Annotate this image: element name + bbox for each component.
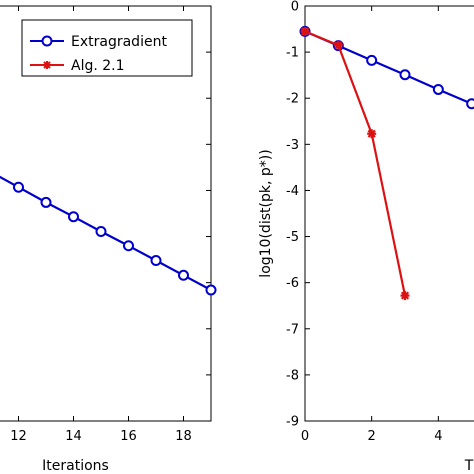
legend: Extragradient Alg. 2.1 (21, 19, 193, 77)
x-tick-label: 18 (175, 429, 192, 444)
right-x-axis-label: T (464, 458, 474, 474)
x-tick-label: 2 (368, 429, 376, 444)
legend-box (21, 19, 193, 77)
data-point (205, 284, 217, 296)
legend-label-alg21: Alg. 2.1 (71, 58, 125, 74)
x-tick-label: 4 (434, 429, 442, 444)
data-point (400, 291, 410, 301)
right-axis-ticks: 0-1-2-3-4-5-6-7-8-90246 (286, 0, 442, 444)
data-point (333, 40, 343, 50)
left-axis-ticks: 12 14 16 18 (10, 5, 211, 444)
x-tick-label: 14 (65, 429, 82, 444)
data-point (13, 181, 24, 193)
legend-label-extragradient: Extragradient (71, 34, 167, 50)
data-point (432, 83, 444, 95)
right-y-axis-label: log10(dist(pk, p*)) (258, 149, 274, 277)
y-tick-label: -6 (286, 276, 299, 291)
left-series (0, 175, 217, 296)
right-series (299, 25, 474, 301)
data-point (68, 211, 79, 223)
data-point (367, 129, 377, 139)
left-chart: 12 14 16 18 Iterations Extragradient Alg. 2… (0, 5, 217, 474)
y-tick-label: -2 (286, 92, 299, 107)
data-point (150, 255, 162, 267)
x-tick-label: 12 (10, 429, 27, 444)
y-tick-label: 0 (291, 0, 299, 15)
y-tick-label: -5 (286, 230, 299, 245)
data-point (95, 225, 107, 237)
series-line (0, 175, 212, 291)
data-point (178, 269, 189, 281)
series-line (304, 30, 407, 296)
y-tick-label: -1 (286, 46, 299, 61)
data-point (300, 26, 310, 36)
data-point (466, 98, 474, 110)
y-tick-label: -4 (286, 184, 299, 199)
y-tick-label: -9 (286, 415, 299, 430)
left-plot-frame (0, 5, 212, 422)
x-tick-label: 16 (120, 429, 137, 444)
data-point (399, 69, 411, 81)
data-point (40, 196, 52, 208)
data-point (123, 240, 134, 252)
data-point (366, 54, 378, 66)
right-chart: 0-1-2-3-4-5-6-7-8-90246 T log10(dist(pk,… (258, 0, 474, 474)
legend-marker-star-icon (43, 61, 51, 69)
y-tick-label: -8 (286, 368, 299, 383)
x-tick-label: 0 (301, 429, 309, 444)
right-plot-frame (304, 5, 474, 422)
legend-marker-circle-icon (41, 35, 53, 47)
y-tick-label: -7 (286, 322, 299, 337)
y-tick-label: -3 (286, 138, 299, 153)
left-x-axis-label: Iterations (42, 458, 109, 474)
